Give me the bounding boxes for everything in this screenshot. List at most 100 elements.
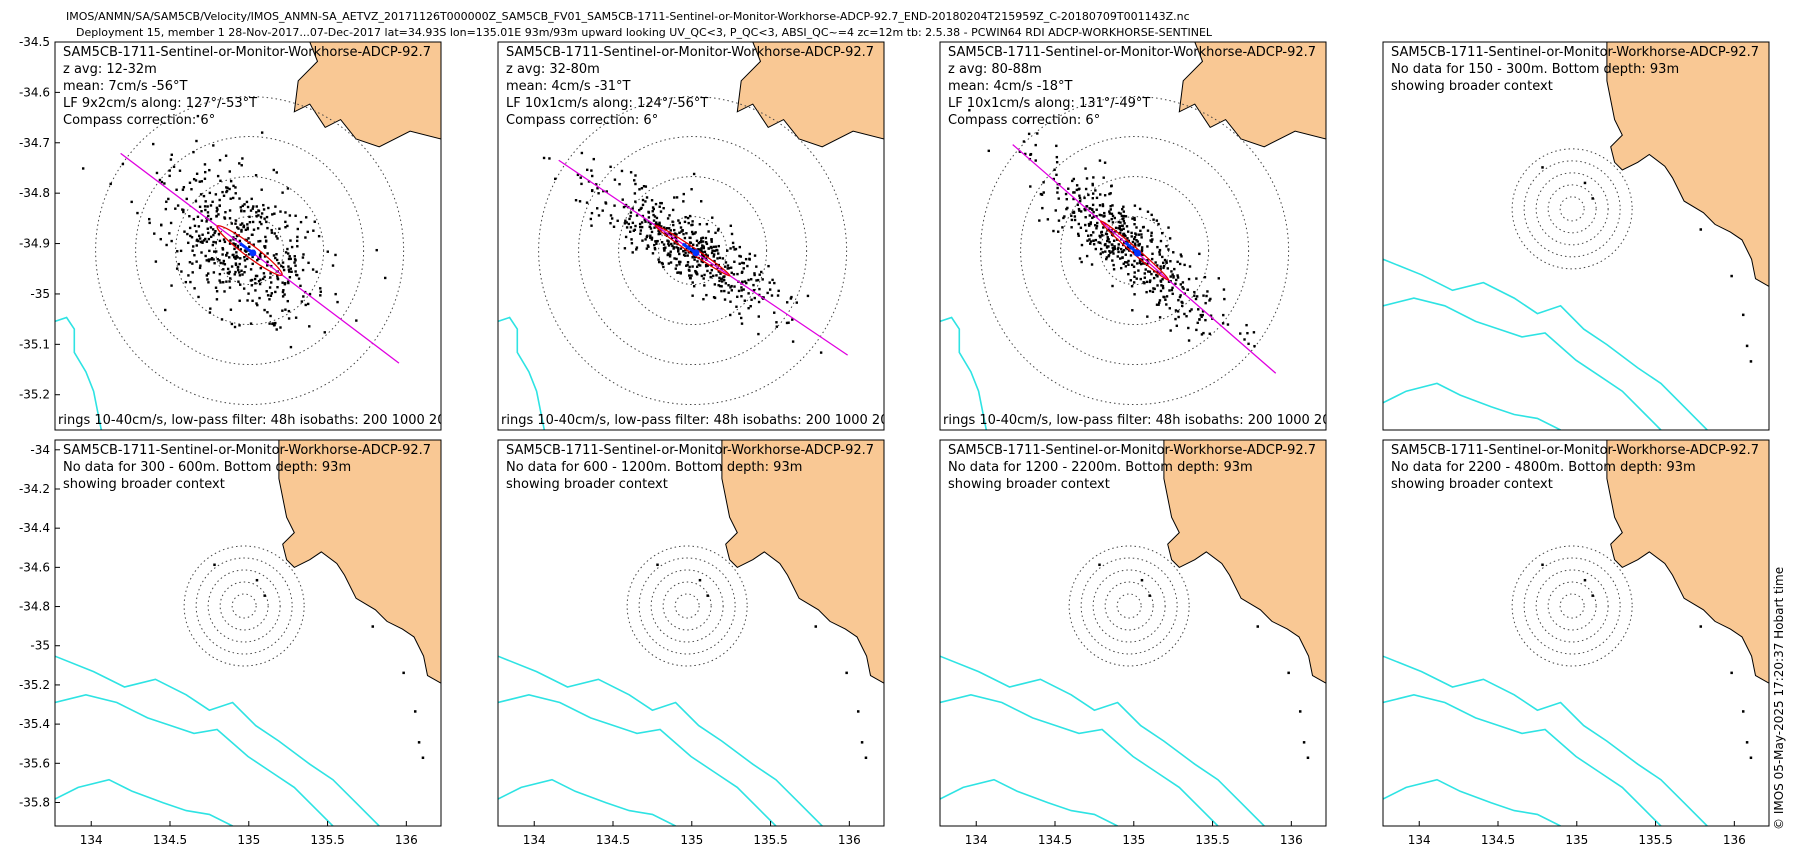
velocity-point [761,278,764,281]
velocity-point [276,277,279,280]
velocity-point [642,184,646,188]
velocity-point [289,267,293,270]
velocity-point [684,251,687,254]
velocity-point [777,289,780,293]
velocity-point [1162,266,1165,269]
velocity-point [236,226,239,229]
velocity-point [1098,241,1102,245]
velocity-point [270,292,274,295]
major-axis-line [1012,144,1277,374]
isobath-line [498,316,546,430]
velocity-point [290,270,293,273]
velocity-point [1188,265,1192,268]
speed-ring [650,569,724,643]
velocity-point [326,250,329,253]
velocity-point [1222,288,1226,291]
velocity-point [1133,235,1137,239]
velocity-point [175,267,179,270]
velocity-point [687,251,690,254]
velocity-point [1085,229,1088,233]
velocity-point [750,298,753,301]
velocity-point [234,262,238,265]
velocity-point [1176,310,1180,313]
velocity-point [1139,262,1143,266]
velocity-point [1075,184,1079,187]
velocity-point [713,296,717,300]
panel-annotation-line: SAM5CB-1711-Sentinel-or-Monitor-Workhors… [948,45,1316,60]
velocity-point [729,300,732,303]
velocity-point [334,292,337,296]
velocity-point [1132,281,1136,284]
velocity-point [207,259,211,263]
island-dot [860,741,864,744]
velocity-point [1133,242,1137,245]
velocity-point [691,265,694,268]
velocity-point [284,308,287,311]
velocity-point [1101,204,1105,208]
velocity-point [736,295,739,299]
velocity-point [266,264,269,267]
velocity-point [205,274,208,277]
velocity-point [1112,248,1115,252]
velocity-point [1136,240,1139,243]
velocity-point [585,201,589,204]
velocity-point [269,272,272,275]
velocity-point [673,196,676,199]
x-tick-label: 136 [1723,833,1746,847]
velocity-point [639,232,642,235]
velocity-point [1095,215,1098,218]
velocity-point [297,277,301,280]
velocity-point [1088,214,1092,217]
velocity-point [243,256,246,259]
velocity-point [209,235,213,239]
velocity-point [217,213,220,216]
velocity-point [1140,246,1144,249]
velocity-point [1133,204,1137,207]
panel-annotation-line: showing broader context [63,477,225,492]
velocity-point [739,255,743,258]
velocity-point [1150,272,1153,276]
velocity-point [1053,168,1056,171]
velocity-point [1208,332,1211,335]
velocity-point [247,292,250,295]
velocity-point [264,245,267,248]
island-dot [1745,344,1749,348]
velocity-point [671,220,674,223]
velocity-point [244,265,247,268]
velocity-point [154,260,158,263]
velocity-point [289,345,293,349]
velocity-point [702,245,705,248]
velocity-point [698,264,702,267]
velocity-point [1109,230,1113,234]
velocity-point [270,281,273,284]
velocity-point [613,178,617,181]
velocity-point [1160,284,1163,287]
velocity-point [1171,273,1174,276]
velocity-point [662,243,666,246]
speed-ring [1080,557,1178,655]
velocity-point [1159,280,1163,283]
velocity-point [717,252,720,255]
velocity-point [241,222,244,225]
velocity-point [1200,315,1203,318]
velocity-point [1164,298,1167,301]
velocity-point [667,262,671,265]
velocity-point [228,242,232,245]
velocity-point [1029,185,1032,188]
velocity-point [1133,275,1136,279]
velocity-point [1112,252,1115,255]
velocity-point [740,286,743,289]
velocity-point [1156,245,1159,249]
velocity-point [223,240,227,244]
velocity-point [688,274,691,277]
velocity-point [641,239,644,242]
major-axis-line [558,159,849,356]
velocity-point [176,250,179,253]
velocity-point [574,199,578,202]
velocity-point [281,265,285,269]
velocity-point [287,309,291,313]
panel-annotation-line: showing broader context [506,477,668,492]
velocity-point [1089,234,1093,237]
velocity-point [1172,275,1175,278]
velocity-point [239,257,242,260]
